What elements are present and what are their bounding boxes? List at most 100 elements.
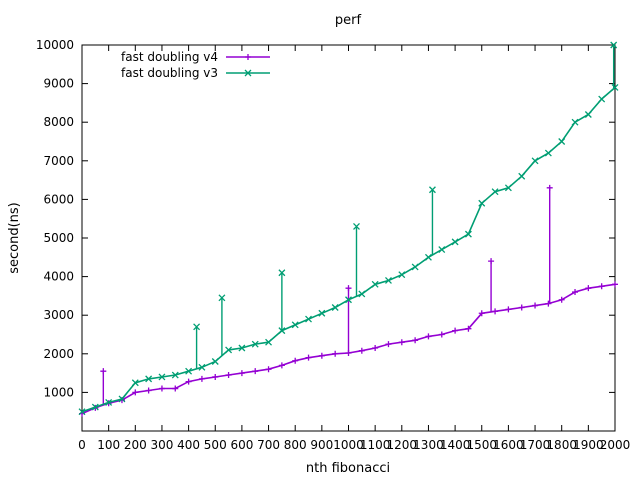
data-point (518, 172, 526, 180)
data-point (545, 300, 552, 307)
data-point (265, 338, 273, 346)
x-tick-label: 1700 (520, 438, 551, 452)
data-point (91, 403, 99, 411)
data-point (172, 385, 179, 392)
data-point (385, 341, 392, 348)
y-tick-label: 5000 (43, 231, 74, 245)
spike-point (218, 294, 226, 302)
data-point (518, 304, 525, 311)
y-tick-label: 10000 (36, 38, 74, 52)
x-tick-label: 600 (230, 438, 253, 452)
data-point (612, 281, 618, 288)
legend-label: fast doubling v3 (121, 66, 218, 80)
chart-title: perf (335, 13, 362, 28)
data-point (504, 184, 512, 192)
spike-point (428, 186, 436, 194)
x-tick-label: 1300 (413, 438, 444, 452)
data-point (252, 368, 259, 375)
spike-point (193, 323, 201, 331)
data-point (491, 188, 499, 196)
y-tick-label: 1000 (43, 385, 74, 399)
y-tick-label: 6000 (43, 192, 74, 206)
data-point (585, 285, 592, 292)
x-tick-label: 300 (150, 438, 173, 452)
data-point (251, 340, 259, 348)
spike-point (100, 368, 107, 375)
data-point (424, 253, 432, 261)
data-point (211, 358, 219, 365)
y-tick-label: 7000 (43, 154, 74, 168)
spike-point (546, 184, 553, 191)
x-tick-label: 400 (177, 438, 200, 452)
data-point (345, 296, 352, 304)
data-point (358, 347, 365, 354)
x-tick-label: 500 (204, 438, 227, 452)
x-tick-label: 1800 (546, 438, 577, 452)
x-tick-label: 700 (257, 438, 280, 452)
spike-point (353, 222, 360, 230)
x-tick-label: 100 (97, 438, 120, 452)
plot-area (81, 44, 616, 432)
data-point (532, 302, 539, 309)
data-point (558, 296, 565, 303)
data-point (318, 352, 325, 359)
data-point (385, 277, 392, 284)
legend-marker (245, 54, 251, 60)
data-point (464, 230, 472, 238)
data-point (505, 306, 512, 313)
data-point (198, 375, 205, 382)
data-point (572, 289, 579, 296)
data-point (465, 325, 472, 332)
data-point (598, 283, 605, 290)
data-point (131, 379, 139, 387)
data-point (492, 308, 499, 315)
x-tick-label: 1200 (387, 438, 418, 452)
plot-frame (81, 44, 616, 432)
data-point (598, 95, 606, 103)
data-point (531, 157, 539, 165)
data-point (478, 199, 486, 207)
data-point (584, 111, 592, 118)
x-tick-label: 0 (78, 438, 86, 452)
spike-point (278, 269, 286, 277)
x-axis-label: nth fibonacci (306, 461, 390, 476)
x-tick-label: 2000 (600, 438, 631, 452)
x-tick-label: 1100 (360, 438, 391, 452)
data-point (238, 370, 245, 377)
data-point (398, 271, 406, 279)
y-tick-label: 3000 (43, 308, 74, 322)
series-layer (78, 41, 619, 417)
data-point (118, 395, 126, 403)
y-tick-label: 8000 (43, 115, 74, 129)
data-point (198, 363, 206, 371)
data-point (318, 309, 326, 317)
data-point (145, 387, 152, 394)
series-line (81, 86, 616, 413)
data-point (238, 344, 246, 352)
data-point (185, 378, 192, 385)
data-point (558, 138, 566, 145)
x-tick-label: 1400 (440, 438, 471, 452)
x-tick-label: 1900 (573, 438, 604, 452)
legend: fast doubling v4 fast doubling v3 (121, 50, 270, 80)
data-point (412, 337, 419, 344)
data-point (438, 246, 446, 254)
data-point (438, 331, 445, 338)
data-point (398, 339, 405, 346)
data-point (265, 366, 272, 373)
series-1 (78, 41, 619, 416)
x-tick-label: 1000 (333, 438, 364, 452)
data-point (225, 346, 233, 354)
data-point (225, 372, 232, 379)
data-point (105, 398, 113, 406)
spike-point (488, 258, 495, 265)
data-point (358, 290, 366, 298)
data-point (292, 357, 299, 364)
data-point (371, 280, 379, 288)
data-point (544, 149, 552, 157)
y-axis-label: second(ns) (7, 202, 22, 274)
data-point (451, 238, 459, 246)
x-tick-label: 900 (310, 438, 333, 452)
spike-point (345, 285, 352, 292)
x-tick-label: 1600 (493, 438, 524, 452)
